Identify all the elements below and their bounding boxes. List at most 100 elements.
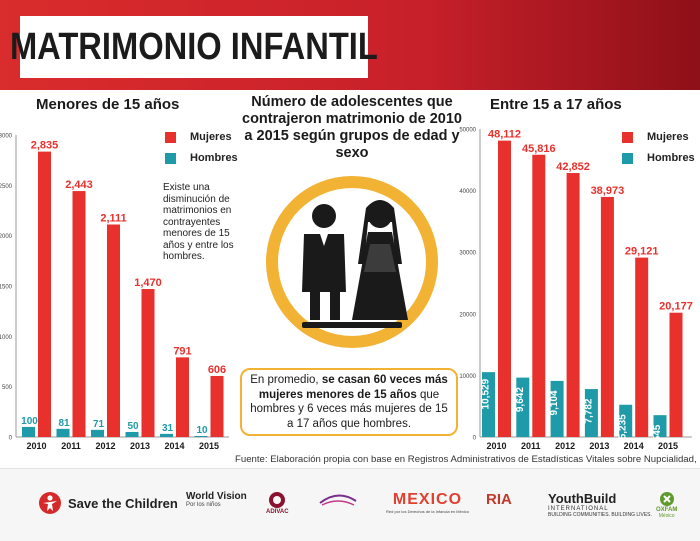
c0-label-mujeres-2010: 2,835 [31, 140, 59, 152]
c1-y-tick-label: 0 [473, 436, 477, 442]
c0-bar-hombres-2011 [56, 428, 70, 437]
c1-label-hombres-2012: 9,104 [549, 390, 560, 415]
logo-text-mexico: MEXICO [392, 491, 463, 508]
c0-x-tick-label: 2010 [26, 441, 46, 451]
legend-item-hombres-right: Hombres [622, 149, 695, 167]
c0-label-hombres-2011: 81 [58, 418, 70, 429]
c1-label-hombres-2015: 3,545 [652, 424, 663, 449]
chart-right: 0 10000 20000 30000 40000 50000 48,112 10,529 20… [450, 124, 700, 454]
legend-label-mujeres: Mujeres [190, 131, 232, 143]
c1-x-tick-label: 2014 [624, 441, 644, 451]
page-title: MATRIMONIO INFANTIL [10, 25, 378, 68]
c0-label-hombres-2014: 31 [162, 423, 174, 434]
logo-text-save: Save the Children [68, 495, 178, 511]
callout-box: En promedio, se casan 60 veces más mujer… [240, 368, 458, 436]
swoosh-logo-icon [319, 494, 357, 506]
partner-logos: Save the Children World Vision Por los n… [0, 468, 700, 541]
logo-partner-4 [318, 491, 358, 509]
c1-label-mujeres-2013: 38,973 [591, 185, 625, 197]
save-the-children-icon [39, 492, 61, 514]
chart-left: 0 500 1000 1500 2000 2500 3000 2,835 100 2010 2,44… [0, 124, 240, 454]
c0-x-tick-label: 2015 [199, 441, 219, 451]
c0-y-tick-label: 3000 [0, 134, 13, 140]
c1-y-tick-label: 40000 [459, 189, 476, 195]
source-note: Fuente: Elaboración propia con base en R… [235, 454, 700, 465]
legend-right: Mujeres Hombres [622, 128, 695, 170]
c0-bar-hombres-2015 [194, 435, 208, 437]
c1-label-mujeres-2015: 20,177 [659, 301, 693, 313]
c1-x-tick-label: 2010 [486, 441, 506, 451]
legend-item-mujeres: Mujeres [165, 128, 238, 146]
c0-label-hombres-2013: 50 [127, 421, 139, 432]
c0-y-tick-label: 2500 [0, 184, 13, 190]
c0-x-tick-label: 2013 [130, 441, 150, 451]
c1-bar-mujeres-2014 [635, 257, 649, 437]
c1-bar-hombres-2011 [516, 377, 530, 437]
c0-bar-mujeres-2014 [176, 357, 189, 437]
c0-bar-mujeres-2011 [72, 191, 86, 437]
chart-right-svg: 0 10000 20000 30000 40000 50000 48,112 10,529 20… [459, 128, 693, 452]
c0-bar-mujeres-2015 [210, 375, 224, 437]
c1-y-tick-label: 20000 [459, 312, 476, 318]
c1-bar-mujeres-2013 [600, 196, 614, 437]
logo-text-world-vision: World Vision [186, 491, 247, 502]
c0-label-mujeres-2015: 606 [208, 364, 226, 376]
c0-y-tick-label: 0 [9, 436, 13, 442]
c1-label-hombres-2014: 5,235 [618, 414, 629, 439]
c0-y-tick-label: 1000 [0, 335, 13, 341]
callout-bold: se casan 60 veces más mujeres menores de… [258, 374, 448, 401]
left-note: Existe una disminución de matrimonios en… [163, 182, 234, 262]
logo-adivac: ADIVAC [266, 491, 289, 515]
c0-x-tick-label: 2011 [61, 441, 81, 451]
c1-y-tick-label: 10000 [459, 374, 476, 380]
c0-label-mujeres-2013: 1,470 [134, 277, 162, 289]
c1-label-mujeres-2014: 29,121 [625, 246, 659, 258]
legend-label-hombres: Hombres [190, 152, 238, 164]
chart-left-title: Menores de 15 años [36, 96, 180, 113]
c1-label-mujeres-2010: 48,112 [488, 129, 521, 141]
c1-y-tick-label: 30000 [459, 251, 476, 257]
logo-text-adivac: ADIVAC [266, 509, 289, 515]
c0-bar-mujeres-2010 [38, 151, 51, 438]
logo-youthbuild: YouthBuild INTERNATIONAL BUILDING COMMUN… [548, 491, 652, 518]
c0-y-tick-label: 500 [2, 385, 13, 391]
c1-label-mujeres-2012: 42,852 [556, 161, 590, 173]
c0-label-hombres-2012: 71 [93, 419, 105, 430]
c0-x-tick-label: 2012 [95, 441, 115, 451]
c1-bar-hombres-2015 [653, 415, 667, 437]
legend-swatch-mujeres-right [622, 131, 633, 143]
logo-oxfam: OXFAM México [656, 491, 677, 519]
c1-bar-hombres-2010 [482, 372, 495, 437]
logo-sub-mexico: Red por los Derechos de la Infancia en M… [386, 509, 469, 514]
legend-label-mujeres-right: Mujeres [647, 131, 689, 143]
c0-y-tick-label: 1500 [0, 285, 13, 291]
title-box: MATRIMONIO INFANTIL [10, 16, 378, 78]
wedding-couple-icon [266, 176, 438, 348]
c1-x-tick-label: 2015 [658, 441, 678, 451]
c1-bar-hombres-2013 [584, 389, 598, 437]
legend-item-hombres: Hombres [165, 149, 238, 167]
c0-label-hombres-2015: 10 [196, 425, 208, 436]
c0-bar-hombres-2013 [125, 431, 139, 437]
c1-bar-mujeres-2015 [669, 312, 683, 437]
logo-text-ria: RIA [486, 491, 512, 508]
adivac-icon [269, 492, 286, 508]
logo-ria: RIA [486, 491, 512, 508]
oxfam-icon [659, 492, 674, 506]
callout-post: que hombres y 6 veces más mujeres de 15 … [250, 388, 448, 430]
legend-swatch-hombres-right [622, 152, 633, 164]
c1-x-tick-label: 2012 [555, 441, 575, 451]
legend-item-mujeres-right: Mujeres [622, 128, 695, 146]
c1-label-mujeres-2011: 45,816 [522, 143, 556, 155]
c1-x-tick-label: 2013 [589, 441, 609, 451]
logo-mexico: MEXICO Red por los Derechos de la Infanc… [386, 491, 469, 514]
c1-bar-mujeres-2010 [498, 140, 511, 438]
logo-sub-world-vision: Por los niños [186, 502, 221, 508]
legend-label-hombres-right: Hombres [647, 152, 695, 164]
callout-pre: En promedio, [250, 374, 322, 386]
chart-right-title: Entre 15 a 17 años [490, 96, 622, 113]
logo-sub2-youthbuild: BUILDING COMMUNITIES. BUILDING LIVES. [548, 512, 652, 518]
c0-bar-mujeres-2013 [141, 289, 155, 437]
c1-bar-mujeres-2011 [532, 154, 546, 437]
c1-bar-hombres-2014 [619, 404, 633, 437]
